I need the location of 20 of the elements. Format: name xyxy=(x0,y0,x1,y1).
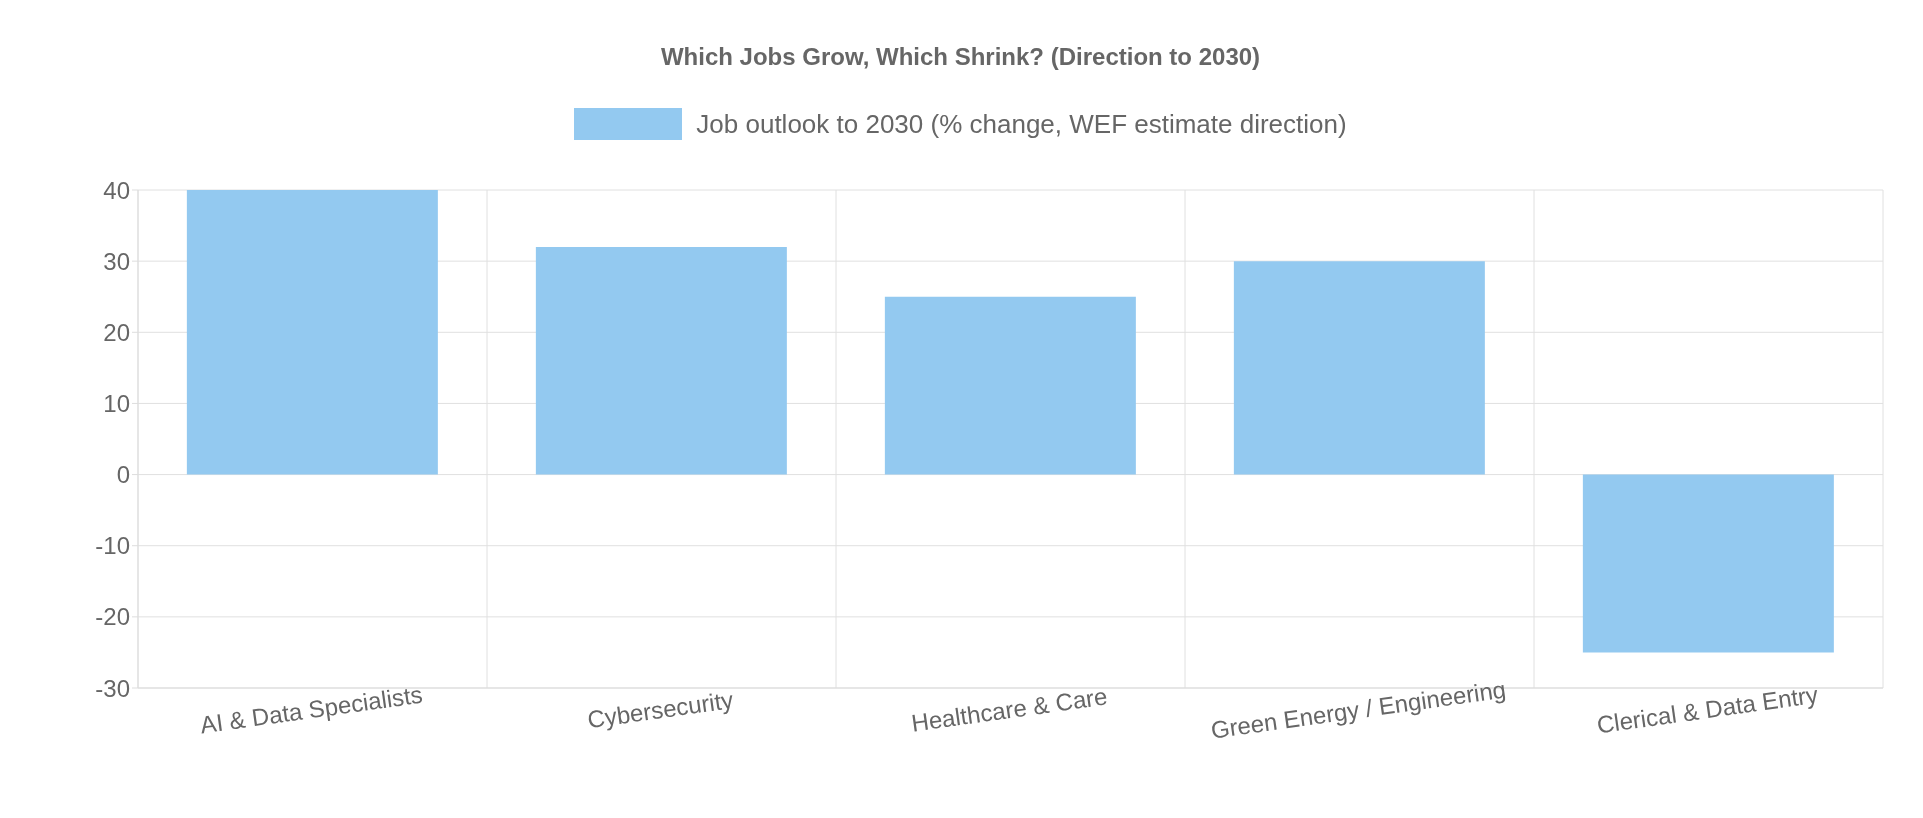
legend-label: Job outlook to 2030 (% change, WEF estimate direction) xyxy=(696,108,1347,140)
y-tick-label: 30 xyxy=(103,247,130,275)
x-tick-label: AI & Data Specialists xyxy=(198,680,425,739)
chart-title: Which Jobs Grow, Which Shrink? (Direction to 2030) xyxy=(659,43,1262,71)
bar xyxy=(186,190,438,475)
y-tick-label: 40 xyxy=(103,176,130,204)
y-tick-label: 20 xyxy=(103,318,130,346)
y-tick-label: -10 xyxy=(95,532,130,560)
x-tick-label: Clerical & Data Entry xyxy=(1595,680,1820,739)
x-tick-label: Cybersecurity xyxy=(585,686,735,734)
bar xyxy=(1582,474,1834,653)
bar xyxy=(1233,261,1485,475)
y-tick-label: -20 xyxy=(95,603,130,631)
x-tick-label: Healthcare & Care xyxy=(909,682,1109,737)
y-tick-label: 10 xyxy=(103,389,130,417)
y-tick-label: 0 xyxy=(116,461,130,489)
y-tick-label: -30 xyxy=(95,674,130,702)
x-tick-label: Green Energy / Engineering xyxy=(1209,675,1508,744)
bar xyxy=(884,296,1136,475)
bar xyxy=(535,246,787,475)
